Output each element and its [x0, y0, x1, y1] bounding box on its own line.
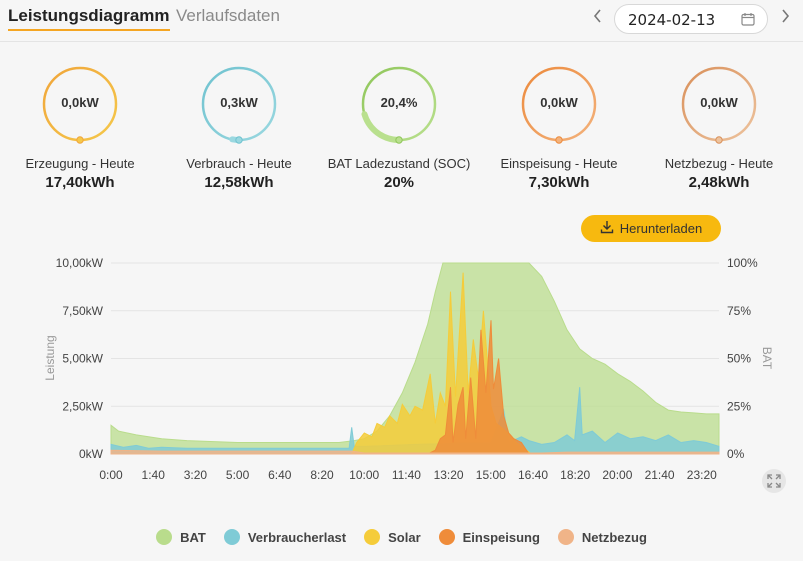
- download-label: Herunterladen: [619, 221, 703, 236]
- chevron-right-icon[interactable]: [777, 8, 793, 29]
- gauge-ring-erzeugung: [42, 66, 118, 144]
- chart-areas: [110, 262, 720, 455]
- gauge-ring-verbrauch: [200, 65, 278, 144]
- gauge-total: 20%: [383, 174, 415, 191]
- x-tick-label: 11:40: [392, 468, 421, 482]
- x-tick-label: 0:00: [99, 468, 123, 482]
- legend-item-bat[interactable]: BAT: [156, 527, 206, 547]
- series-area-bat: [110, 262, 720, 455]
- x-tick-label: 16:40: [518, 468, 548, 482]
- gauge-value: 0,0kW: [700, 95, 738, 110]
- gauge-label: Verbrauch - Heute: [186, 156, 292, 171]
- download-icon: [600, 220, 614, 237]
- x-tick-label: 10:00: [349, 468, 379, 482]
- y-tick-label: 0kW: [79, 447, 104, 461]
- gauge-value: 0,0kW: [540, 95, 578, 110]
- chevron-left-icon[interactable]: [590, 8, 606, 29]
- legend-swatch: [364, 529, 381, 545]
- y-axis-title: Leistung: [43, 335, 57, 380]
- x-tick-label: 21:40: [645, 468, 675, 482]
- y-tick-label: 5,00kW: [62, 352, 103, 366]
- series-area-einspeisung: [427, 320, 530, 455]
- gauge-indicator-dot: [235, 136, 243, 144]
- gauge-label: Netzbezug - Heute: [664, 156, 774, 171]
- gauge-indicator-dot: [715, 136, 723, 144]
- gauge-value: 0,3kW: [220, 95, 258, 110]
- gauge-verbrauch: 0,3kW Verbrauch - Heute 12,58kWh: [159, 64, 319, 194]
- gauge-erzeugung: 0,0kW Erzeugung - Heute 17,40kWh: [0, 64, 160, 194]
- gauge-ring-netzbezug: [681, 66, 757, 144]
- series-area-netzbezug: [110, 449, 720, 455]
- x-tick-label: 1:40: [142, 468, 166, 482]
- gauge-label: Erzeugung - Heute: [25, 156, 135, 171]
- calendar-icon: [741, 12, 755, 31]
- y2-tick-label: 100%: [727, 256, 758, 270]
- legend-label: Solar: [388, 529, 421, 545]
- x-tick-label: 13:20: [434, 468, 464, 482]
- legend-item-solar[interactable]: Solar: [364, 527, 421, 547]
- power-chart[interactable]: 0kW 2,50kW 5,00kW 7,50kW 10,00kW 0% 25% 50% 75%…: [0, 245, 803, 525]
- date-picker[interactable]: 2024-02-13: [614, 4, 768, 34]
- gauge-label: BAT Ladezustand (SOC): [327, 156, 471, 171]
- legend-label: Verbraucherlast: [247, 529, 347, 545]
- y-tick-label: 7,50kW: [62, 304, 103, 318]
- legend-item-einspeisung[interactable]: Einspeisung: [438, 527, 540, 547]
- gauge-bat-soc: 20,4% BAT Ladezustand (SOC) 20%: [319, 64, 479, 194]
- gauge-total: 7,30kWh: [528, 174, 590, 191]
- header: Leistungsdiagramm Verlaufsdaten 2024-02-…: [0, 0, 803, 42]
- gauge-netzbezug: 0,0kW Netzbezug - Heute 2,48kWh: [639, 64, 799, 194]
- y2-tick-label: 50%: [727, 352, 751, 366]
- legend-item-netzbezug[interactable]: Netzbezug: [557, 527, 647, 547]
- gauge-label: Einspeisung - Heute: [500, 156, 618, 171]
- tab-verlaufsdaten[interactable]: Verlaufsdaten: [176, 6, 280, 25]
- gauge-ring-einspeisung: [521, 66, 597, 144]
- y2-tick-label: 75%: [727, 304, 751, 318]
- x-tick-label: 23:20: [687, 468, 717, 482]
- date-value: 2024-02-13: [628, 11, 716, 29]
- download-button[interactable]: Herunterladen: [581, 215, 721, 242]
- legend-label: BAT: [180, 529, 206, 545]
- gauge-total: 12,58kWh: [204, 174, 274, 191]
- gauge-ring-bat: [360, 65, 438, 144]
- y-tick-label: 2,50kW: [62, 399, 103, 413]
- gauge-value: 20,4%: [380, 95, 418, 110]
- x-axis: 0:00 1:40 3:20 5:00 6:40 8:20 10:00 11:40 13:20 1…: [99, 468, 717, 482]
- y-tick-label: 10,00kW: [56, 256, 104, 270]
- y-axis-right: 0% 25% 50% 75% 100%: [727, 256, 758, 461]
- expand-icon[interactable]: [762, 469, 786, 493]
- legend-swatch: [156, 529, 173, 545]
- legend-swatch: [557, 529, 574, 545]
- x-tick-label: 8:20: [310, 468, 334, 482]
- tab-leistungsdiagramm[interactable]: Leistungsdiagramm: [8, 6, 170, 31]
- chart-legend: BAT Verbraucherlast Solar Einspeisung Netzbe…: [0, 527, 803, 547]
- gauge-value: 0,0kW: [61, 95, 99, 110]
- x-tick-label: 20:00: [602, 468, 632, 482]
- gauge-indicator-dot: [555, 136, 563, 144]
- legend-label: Netzbezug: [581, 529, 647, 545]
- gauge-indicator-dot: [395, 136, 403, 144]
- legend-item-verbraucherlast[interactable]: Verbraucherlast: [223, 527, 347, 547]
- y2-axis-title: BAT: [760, 347, 774, 370]
- x-tick-label: 6:40: [268, 468, 292, 482]
- x-tick-label: 18:20: [560, 468, 590, 482]
- legend-swatch: [223, 529, 240, 545]
- legend-swatch: [438, 529, 455, 545]
- x-tick-label: 15:00: [476, 468, 506, 482]
- gauge-indicator-dot: [76, 136, 84, 144]
- legend-label: Einspeisung: [462, 529, 540, 545]
- gauge-total: 17,40kWh: [45, 174, 115, 191]
- x-tick-label: 3:20: [184, 468, 208, 482]
- gauge-einspeisung: 0,0kW Einspeisung - Heute 7,30kWh: [479, 64, 639, 194]
- y2-tick-label: 25%: [727, 399, 751, 413]
- gauge-total: 2,48kWh: [688, 174, 750, 191]
- y2-tick-label: 0%: [727, 447, 745, 461]
- x-tick-label: 5:00: [226, 468, 250, 482]
- y-axis-left: 0kW 2,50kW 5,00kW 7,50kW 10,00kW: [56, 256, 104, 461]
